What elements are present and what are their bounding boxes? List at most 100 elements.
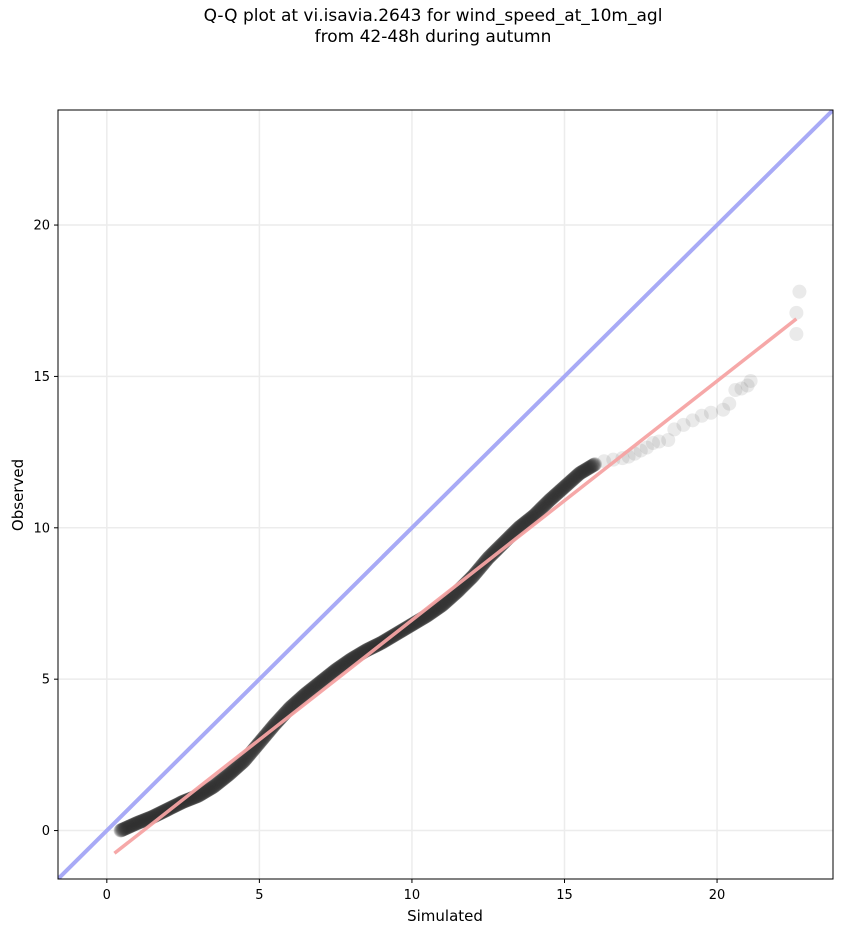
data-point	[336, 657, 351, 672]
data-point	[209, 777, 224, 792]
tail-point	[743, 373, 758, 388]
data-point	[210, 776, 225, 791]
data-point	[211, 775, 226, 790]
data-point	[291, 693, 306, 708]
data-point	[484, 547, 499, 562]
data-point	[328, 663, 343, 678]
data-point	[293, 691, 308, 706]
data-point	[179, 793, 194, 808]
data-point	[539, 496, 554, 511]
data-point	[288, 695, 303, 710]
data-point	[533, 502, 548, 517]
data-point	[205, 780, 220, 795]
data-point	[213, 774, 228, 789]
data-point	[556, 480, 571, 495]
data-point	[587, 457, 602, 472]
data-point	[525, 509, 540, 524]
data-point	[225, 763, 240, 778]
data-point	[534, 501, 549, 516]
data-point	[575, 464, 590, 479]
data-point	[566, 471, 581, 486]
tail-point	[734, 381, 749, 396]
data-point	[300, 685, 315, 700]
data-point	[316, 672, 331, 687]
data-point	[114, 823, 129, 838]
data-point	[487, 544, 502, 559]
data-point	[529, 506, 544, 521]
data-point	[294, 690, 309, 705]
data-point	[117, 821, 132, 836]
data-point	[582, 460, 597, 475]
data-point	[577, 463, 592, 478]
data-point	[538, 497, 553, 512]
data-point	[334, 659, 349, 674]
data-point	[192, 787, 207, 802]
y-tick-label: 0	[42, 824, 50, 839]
data-point	[250, 738, 265, 753]
data-point	[567, 471, 582, 486]
data-point	[562, 475, 577, 490]
data-point	[227, 762, 242, 777]
data-point	[233, 757, 248, 772]
data-point	[237, 753, 252, 768]
data-point	[580, 461, 595, 476]
data-point	[329, 662, 344, 677]
data-point	[488, 543, 503, 558]
data-point	[548, 487, 563, 502]
data-point	[511, 521, 526, 536]
data-point	[584, 459, 599, 474]
data-point	[318, 671, 333, 686]
data-point	[512, 520, 527, 535]
data-point	[199, 783, 214, 798]
data-point	[559, 478, 574, 493]
data-point	[551, 484, 566, 499]
data-point	[203, 781, 218, 796]
data-point	[539, 496, 554, 511]
data-point	[556, 480, 571, 495]
data-point	[300, 685, 315, 700]
data-point	[337, 656, 352, 671]
data-point	[194, 786, 209, 801]
data-point	[139, 812, 154, 827]
data-point	[127, 817, 142, 832]
data-point	[132, 815, 147, 830]
data-point	[319, 670, 334, 685]
data-point	[178, 793, 193, 808]
data-point	[323, 667, 338, 682]
data-point	[333, 659, 348, 674]
data-point	[237, 753, 252, 768]
data-point	[313, 675, 328, 690]
tail-point	[789, 327, 804, 342]
data-point	[124, 818, 139, 833]
data-point	[320, 669, 335, 684]
data-point	[207, 779, 222, 794]
data-point	[335, 658, 350, 673]
data-point	[178, 793, 193, 808]
data-point	[343, 652, 358, 667]
data-point	[396, 622, 411, 637]
data-point	[579, 462, 594, 477]
data-point	[549, 487, 564, 502]
data-point	[516, 517, 531, 532]
data-point	[365, 640, 380, 655]
data-point	[137, 813, 152, 828]
data-point	[116, 822, 131, 837]
data-point	[331, 660, 346, 675]
y-tick-label: 10	[33, 521, 50, 536]
data-point	[522, 511, 537, 526]
data-point	[367, 639, 382, 654]
data-point	[559, 478, 574, 493]
data-point	[217, 770, 232, 785]
data-point	[205, 780, 220, 795]
x-tick-label: 15	[556, 888, 573, 903]
x-tick-label: 5	[255, 888, 263, 903]
data-point	[217, 771, 232, 786]
data-point	[193, 787, 208, 802]
data-point	[570, 468, 585, 483]
data-point	[126, 817, 141, 832]
tail-point	[676, 417, 691, 432]
data-point	[131, 815, 146, 830]
data-point	[301, 684, 316, 699]
data-point	[218, 769, 233, 784]
